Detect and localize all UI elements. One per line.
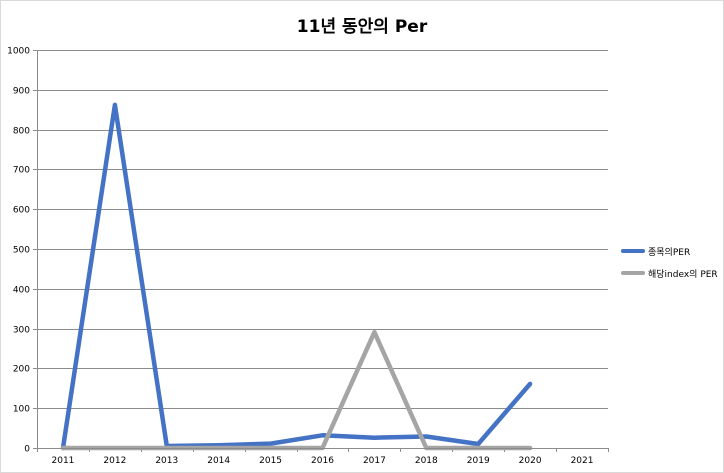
y-tick-label: 100 <box>13 405 30 415</box>
y-tick-label: 500 <box>13 246 30 256</box>
legend: 종목의PER 해당index의 PER <box>621 240 718 284</box>
legend-item-series-1: 종목의PER <box>621 240 718 262</box>
y-tick-label: 200 <box>13 365 30 375</box>
y-tick-label: 800 <box>13 127 30 137</box>
y-tick-label: 700 <box>13 166 30 176</box>
x-tick-label: 2020 <box>519 456 542 466</box>
x-tick-label: 2014 <box>207 456 230 466</box>
y-tick-label: 900 <box>13 87 30 97</box>
series-lines <box>37 102 608 451</box>
x-axis-ticks: 2011 2012 2013 2014 2015 2016 2017 2018 2019 2020… <box>52 456 594 466</box>
y-tick-label: 600 <box>13 206 30 216</box>
x-tick-label: 2018 <box>415 456 438 466</box>
series-line-2 <box>60 329 533 451</box>
chart-title: 11년 동안의 Per <box>296 17 428 37</box>
y-tick-label: 300 <box>13 326 30 336</box>
x-tick-label: 2019 <box>467 456 490 466</box>
legend-label: 해당index의 PER <box>648 269 718 280</box>
x-tick-label: 2021 <box>571 456 594 466</box>
x-tick-label: 2012 <box>103 456 126 466</box>
legend-swatch <box>621 249 645 253</box>
x-tick-label: 2013 <box>155 456 178 466</box>
y-axis-ticks: 0 100 200 300 400 500 600 700 800 900 1000 <box>7 47 30 455</box>
legend-label: 종목의PER <box>648 247 691 258</box>
y-tick-label: 0 <box>24 445 30 455</box>
x-tick-label: 2016 <box>311 456 334 466</box>
legend-swatch <box>621 271 645 275</box>
x-tick-label: 2011 <box>52 456 75 466</box>
y-tick-label: 1000 <box>7 47 30 57</box>
y-tick-label: 400 <box>13 286 30 296</box>
series-line-1 <box>60 102 533 451</box>
legend-item-series-2: 해당index의 PER <box>621 262 718 284</box>
x-tick-label: 2015 <box>259 456 282 466</box>
x-tick-label: 2017 <box>363 456 386 466</box>
